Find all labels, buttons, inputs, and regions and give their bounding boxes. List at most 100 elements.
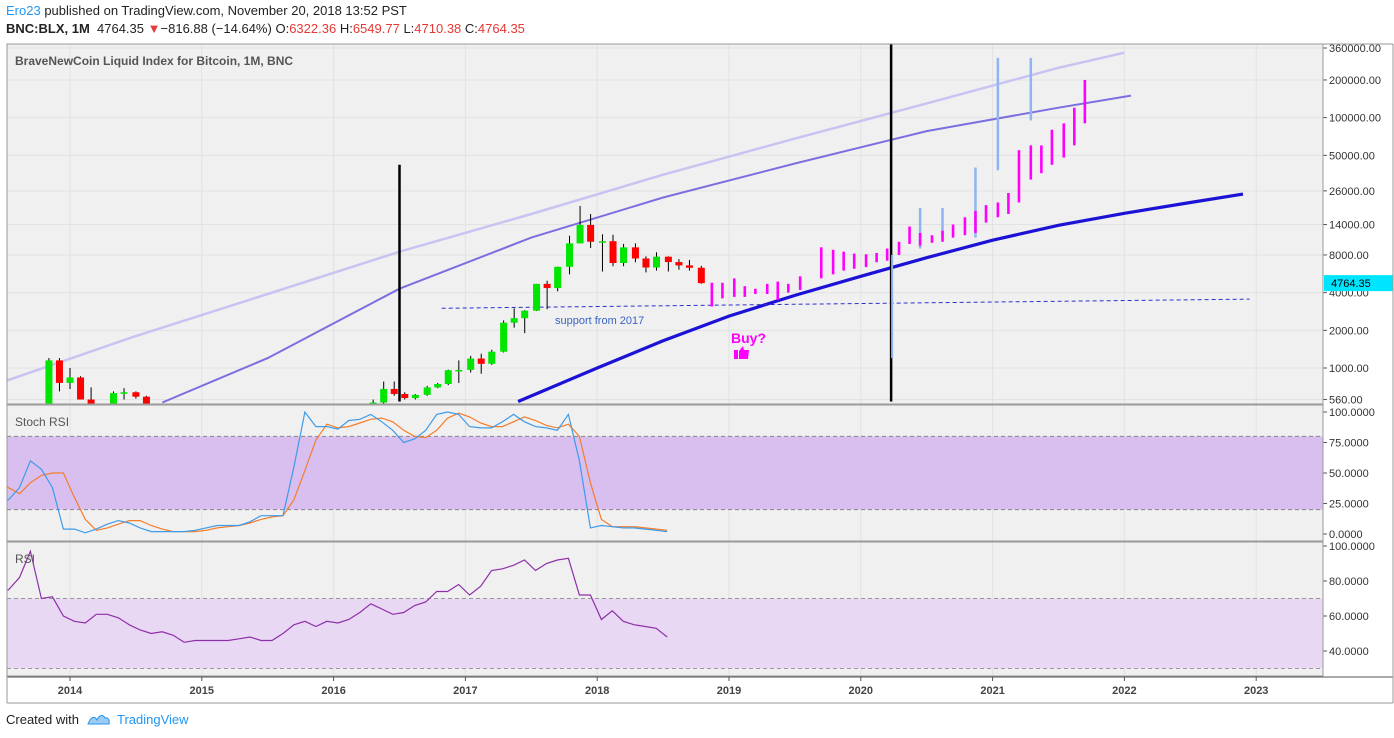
- rsi-tick-label: 80.0000: [1329, 576, 1369, 588]
- publish-text: published on TradingView.com, November 2…: [40, 3, 407, 18]
- candle-up[interactable]: [620, 247, 628, 263]
- price-tick-label: 2000.00: [1329, 325, 1369, 337]
- time-tick-label: 2021: [980, 685, 1004, 697]
- rsi-pane[interactable]: [0, 549, 1323, 669]
- time-tick-label: 2014: [58, 685, 83, 697]
- time-tick-label: 2018: [585, 685, 609, 697]
- candle-up[interactable]: [598, 241, 606, 243]
- ohlc-legend: BNC:BLX, 1M 4764.35 ▼−816.88 (−14.64%) O…: [6, 21, 525, 36]
- price-tick-label: 1000.00: [1329, 363, 1369, 375]
- price-tick-label: 14000.00: [1329, 220, 1375, 232]
- support-label: support from 2017: [555, 315, 644, 327]
- price-tick-label: 560.00: [1329, 395, 1363, 407]
- rsi-title: RSI: [15, 552, 35, 566]
- candle-down[interactable]: [664, 256, 672, 263]
- candle-up[interactable]: [521, 310, 529, 319]
- rsi-tick-label: 40.0000: [1329, 646, 1369, 658]
- close-label: C:: [464, 21, 478, 36]
- candle-down[interactable]: [390, 388, 398, 394]
- time-tick-label: 2019: [717, 685, 741, 697]
- candle-up[interactable]: [109, 393, 117, 413]
- high-value: 6549.77: [352, 21, 400, 36]
- outer-log-band: [7, 51, 1125, 382]
- publish-info: Ero23 published on TradingView.com, Nove…: [6, 3, 407, 18]
- footer: Created with TradingView: [6, 712, 189, 727]
- candle-down[interactable]: [543, 283, 551, 289]
- pane-background[interactable]: [7, 44, 1323, 404]
- price-tick-label: 26000.00: [1329, 186, 1375, 198]
- support-line: [441, 298, 1250, 309]
- candle-down[interactable]: [609, 241, 617, 263]
- time-tick-label: 2016: [321, 685, 345, 697]
- tradingview-logo-icon[interactable]: [87, 713, 111, 727]
- candle-up[interactable]: [45, 360, 53, 420]
- high-label: H:: [339, 21, 353, 36]
- stoch-d-line: [7, 412, 668, 533]
- rsi-line: [7, 549, 668, 643]
- candle-down[interactable]: [675, 262, 683, 266]
- candle-up[interactable]: [66, 377, 74, 383]
- tradingview-link[interactable]: TradingView: [116, 712, 189, 727]
- rsi-band-fill: [7, 598, 1323, 669]
- author-link[interactable]: Ero23: [6, 3, 41, 18]
- candle-up[interactable]: [423, 387, 431, 395]
- candle-up[interactable]: [488, 351, 496, 364]
- stoch-tick-label: 25.0000: [1329, 499, 1369, 511]
- low-value: 4710.38: [414, 21, 462, 36]
- candle-up[interactable]: [455, 369, 463, 372]
- candle-up[interactable]: [434, 384, 442, 388]
- candle-down[interactable]: [132, 392, 140, 397]
- candle-up[interactable]: [510, 318, 518, 323]
- chart-title: BraveNewCoin Liquid Index for Bitcoin, 1…: [15, 54, 293, 68]
- candle-down[interactable]: [631, 247, 639, 259]
- price-tick-label: 100000.00: [1329, 113, 1381, 125]
- candle-down[interactable]: [401, 393, 409, 399]
- low-label: L:: [403, 21, 415, 36]
- candle-up[interactable]: [444, 370, 452, 385]
- candle-up[interactable]: [467, 358, 475, 370]
- candle-up[interactable]: [369, 402, 377, 412]
- last-price-label: 4764.35: [1331, 278, 1371, 290]
- stoch-rsi-title: Stoch RSI: [15, 415, 69, 429]
- price-tick-label: 200000.00: [1329, 75, 1381, 87]
- candle-up[interactable]: [411, 394, 419, 399]
- candle-down[interactable]: [477, 358, 485, 364]
- time-tick-label: 2017: [453, 685, 477, 697]
- symbol-label: BNC:BLX, 1M: [6, 21, 90, 36]
- stoch-tick-label: 50.0000: [1329, 468, 1369, 480]
- candle-up[interactable]: [380, 388, 388, 403]
- candle-down[interactable]: [685, 265, 693, 268]
- candle-down[interactable]: [142, 396, 150, 408]
- rsi-tick-label: 100.0000: [1329, 541, 1375, 553]
- buy-annotation: Buy?: [731, 330, 766, 346]
- time-tick-label: 2020: [849, 685, 873, 697]
- candle-down[interactable]: [587, 224, 595, 242]
- candle-up[interactable]: [500, 322, 508, 352]
- stoch-tick-label: 0.0000: [1329, 529, 1363, 541]
- open-label: O:: [275, 21, 290, 36]
- down-arrow-icon: ▼: [147, 21, 161, 36]
- candle-up[interactable]: [120, 392, 128, 394]
- candle-down[interactable]: [77, 377, 85, 400]
- candle-up[interactable]: [554, 266, 562, 289]
- stoch-band-fill: [7, 436, 1323, 510]
- stoch-k-line: [7, 410, 668, 534]
- candle-down[interactable]: [55, 360, 63, 383]
- thumbs-up-icon: [734, 346, 749, 359]
- last-price-box: [1324, 275, 1393, 292]
- stoch-rsi-pane[interactable]: [0, 410, 1323, 534]
- thumbs-up-icon-cuff: [734, 350, 738, 359]
- candle-down[interactable]: [642, 258, 650, 268]
- candle-up[interactable]: [653, 256, 661, 268]
- candle-down[interactable]: [697, 267, 705, 284]
- time-tick-label: 2015: [190, 685, 214, 697]
- candle-up[interactable]: [533, 283, 541, 311]
- price-pane[interactable]: [4, 42, 1250, 422]
- price-tick-label: 50000.00: [1329, 150, 1375, 162]
- change-value: −816.88 (−14.64%): [160, 21, 272, 36]
- candle-down[interactable]: [87, 399, 95, 411]
- last-price: 4764.35: [97, 21, 145, 36]
- candle-up[interactable]: [576, 224, 584, 244]
- candle-up[interactable]: [566, 243, 574, 267]
